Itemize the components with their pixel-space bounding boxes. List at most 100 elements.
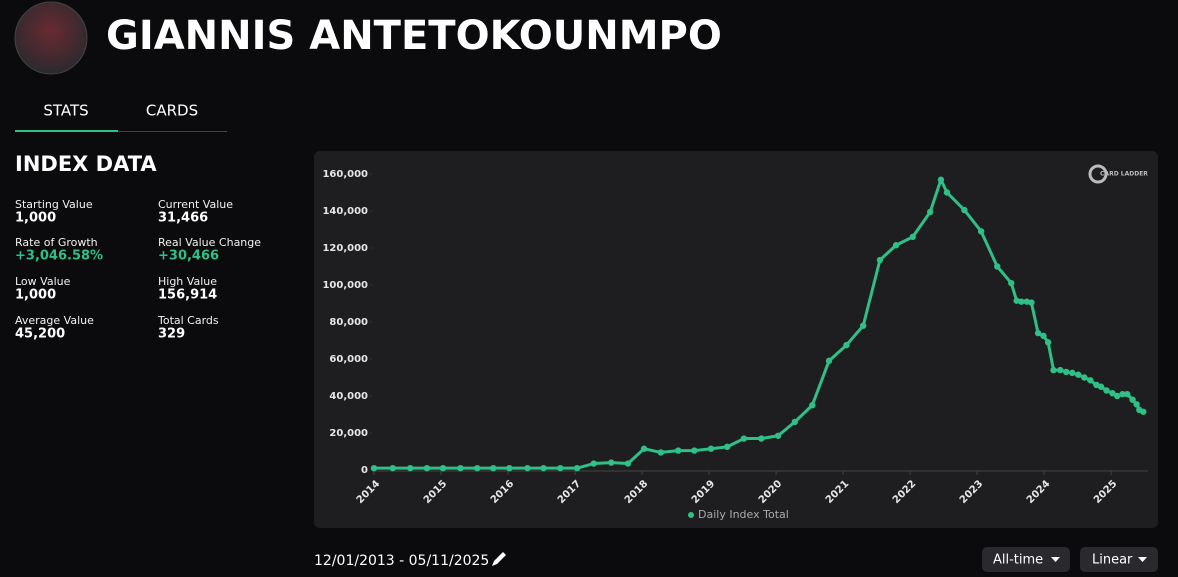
stat-value: 329	[158, 327, 185, 342]
y-tick-label: 160,000	[322, 169, 368, 180]
data-point	[758, 435, 765, 442]
chart-panel	[314, 151, 1158, 528]
data-point	[1140, 408, 1147, 415]
data-point	[1057, 366, 1064, 374]
data-point	[892, 242, 900, 249]
data-point	[707, 445, 715, 452]
tab[interactable]: CARDS	[146, 102, 198, 120]
data-point	[943, 189, 951, 196]
data-point	[439, 464, 447, 472]
data-point	[1124, 390, 1131, 398]
data-point	[1087, 377, 1094, 384]
data-point	[1044, 339, 1052, 346]
data-point	[1063, 368, 1070, 376]
stat-label: Rate of Growth	[15, 236, 98, 249]
data-point	[723, 443, 731, 451]
data-point	[1018, 298, 1025, 305]
data-point	[389, 464, 396, 472]
data-point	[370, 464, 378, 472]
data-point	[1075, 371, 1082, 378]
data-point	[490, 464, 497, 472]
data-point	[740, 435, 748, 442]
legend-swatch	[688, 512, 694, 518]
data-point	[506, 464, 513, 472]
data-point	[1097, 383, 1105, 390]
data-point	[843, 341, 850, 349]
data-point	[608, 459, 615, 466]
data-point	[961, 206, 968, 214]
data-point	[876, 256, 884, 264]
logo-text: CARD LADDER	[1100, 171, 1148, 178]
stat-value: 156,914	[158, 288, 217, 303]
data-point	[1103, 387, 1110, 394]
data-point	[406, 464, 414, 472]
data-point	[640, 445, 648, 452]
data-point	[1034, 329, 1042, 337]
stat-value: 31,466	[158, 211, 208, 226]
stat-label: High Value	[158, 275, 217, 288]
data-point	[909, 233, 916, 241]
data-point	[540, 464, 547, 472]
avatar	[14, 1, 88, 75]
tab-indicator	[15, 130, 118, 132]
dropdown[interactable]	[1080, 547, 1158, 572]
y-tick-label: 20,000	[329, 428, 368, 439]
data-point	[457, 464, 464, 472]
stat-value: +3,046.58%	[15, 249, 103, 264]
stat-label: Average Value	[15, 314, 94, 327]
y-tick-label: 0	[361, 465, 368, 476]
data-point	[657, 449, 665, 456]
stat-label: Starting Value	[15, 198, 93, 211]
stat-label: Current Value	[158, 198, 233, 211]
section-title: INDEX DATA	[15, 152, 157, 176]
data-point	[573, 464, 581, 472]
logo-mark	[1088, 164, 1108, 184]
data-point	[791, 418, 799, 426]
dropdown-label: All-time	[993, 553, 1043, 568]
data-point	[423, 464, 431, 472]
y-tick-label: 40,000	[329, 391, 368, 402]
data-point	[994, 263, 1001, 270]
edit-icon[interactable]	[492, 552, 506, 566]
data-point	[937, 176, 945, 183]
data-point	[1109, 390, 1116, 397]
stat-value: 45,200	[15, 327, 65, 342]
data-point	[590, 460, 598, 467]
dropdown[interactable]	[982, 547, 1070, 572]
tab[interactable]: STATS	[43, 102, 88, 120]
data-point	[927, 208, 934, 216]
y-tick-label: 60,000	[329, 354, 368, 365]
caret	[1138, 557, 1147, 562]
data-point	[774, 432, 782, 439]
data-point	[809, 402, 816, 409]
data-point	[1050, 366, 1057, 374]
stat-label: Real Value Change	[158, 236, 261, 249]
logo: CARD LADDER	[1088, 164, 1148, 184]
y-tick-label: 80,000	[329, 317, 368, 328]
data-point	[624, 460, 632, 467]
data-point	[524, 464, 531, 472]
data-point	[1113, 392, 1121, 400]
stat-label: Total Cards	[157, 314, 219, 327]
legend-label: Daily Index Total	[698, 508, 789, 521]
data-point	[859, 322, 867, 329]
tab-rule	[15, 131, 227, 132]
data-point	[1119, 390, 1126, 398]
data-point	[1008, 279, 1015, 287]
y-tick-label: 140,000	[322, 206, 368, 217]
data-point	[825, 357, 833, 365]
data-point	[977, 228, 985, 235]
data-point	[691, 447, 698, 454]
player-title: GIANNIS ANTETOKOUNMPO	[106, 13, 722, 59]
data-point	[1081, 374, 1088, 381]
data-point	[675, 447, 682, 454]
stat-label: Low Value	[15, 275, 71, 288]
dropdown-label: Linear	[1092, 553, 1133, 568]
stat-value: 1,000	[15, 288, 56, 303]
y-tick-label: 100,000	[322, 280, 368, 291]
data-point	[1040, 332, 1047, 340]
data-point	[1133, 401, 1140, 408]
data-point	[1069, 369, 1076, 377]
